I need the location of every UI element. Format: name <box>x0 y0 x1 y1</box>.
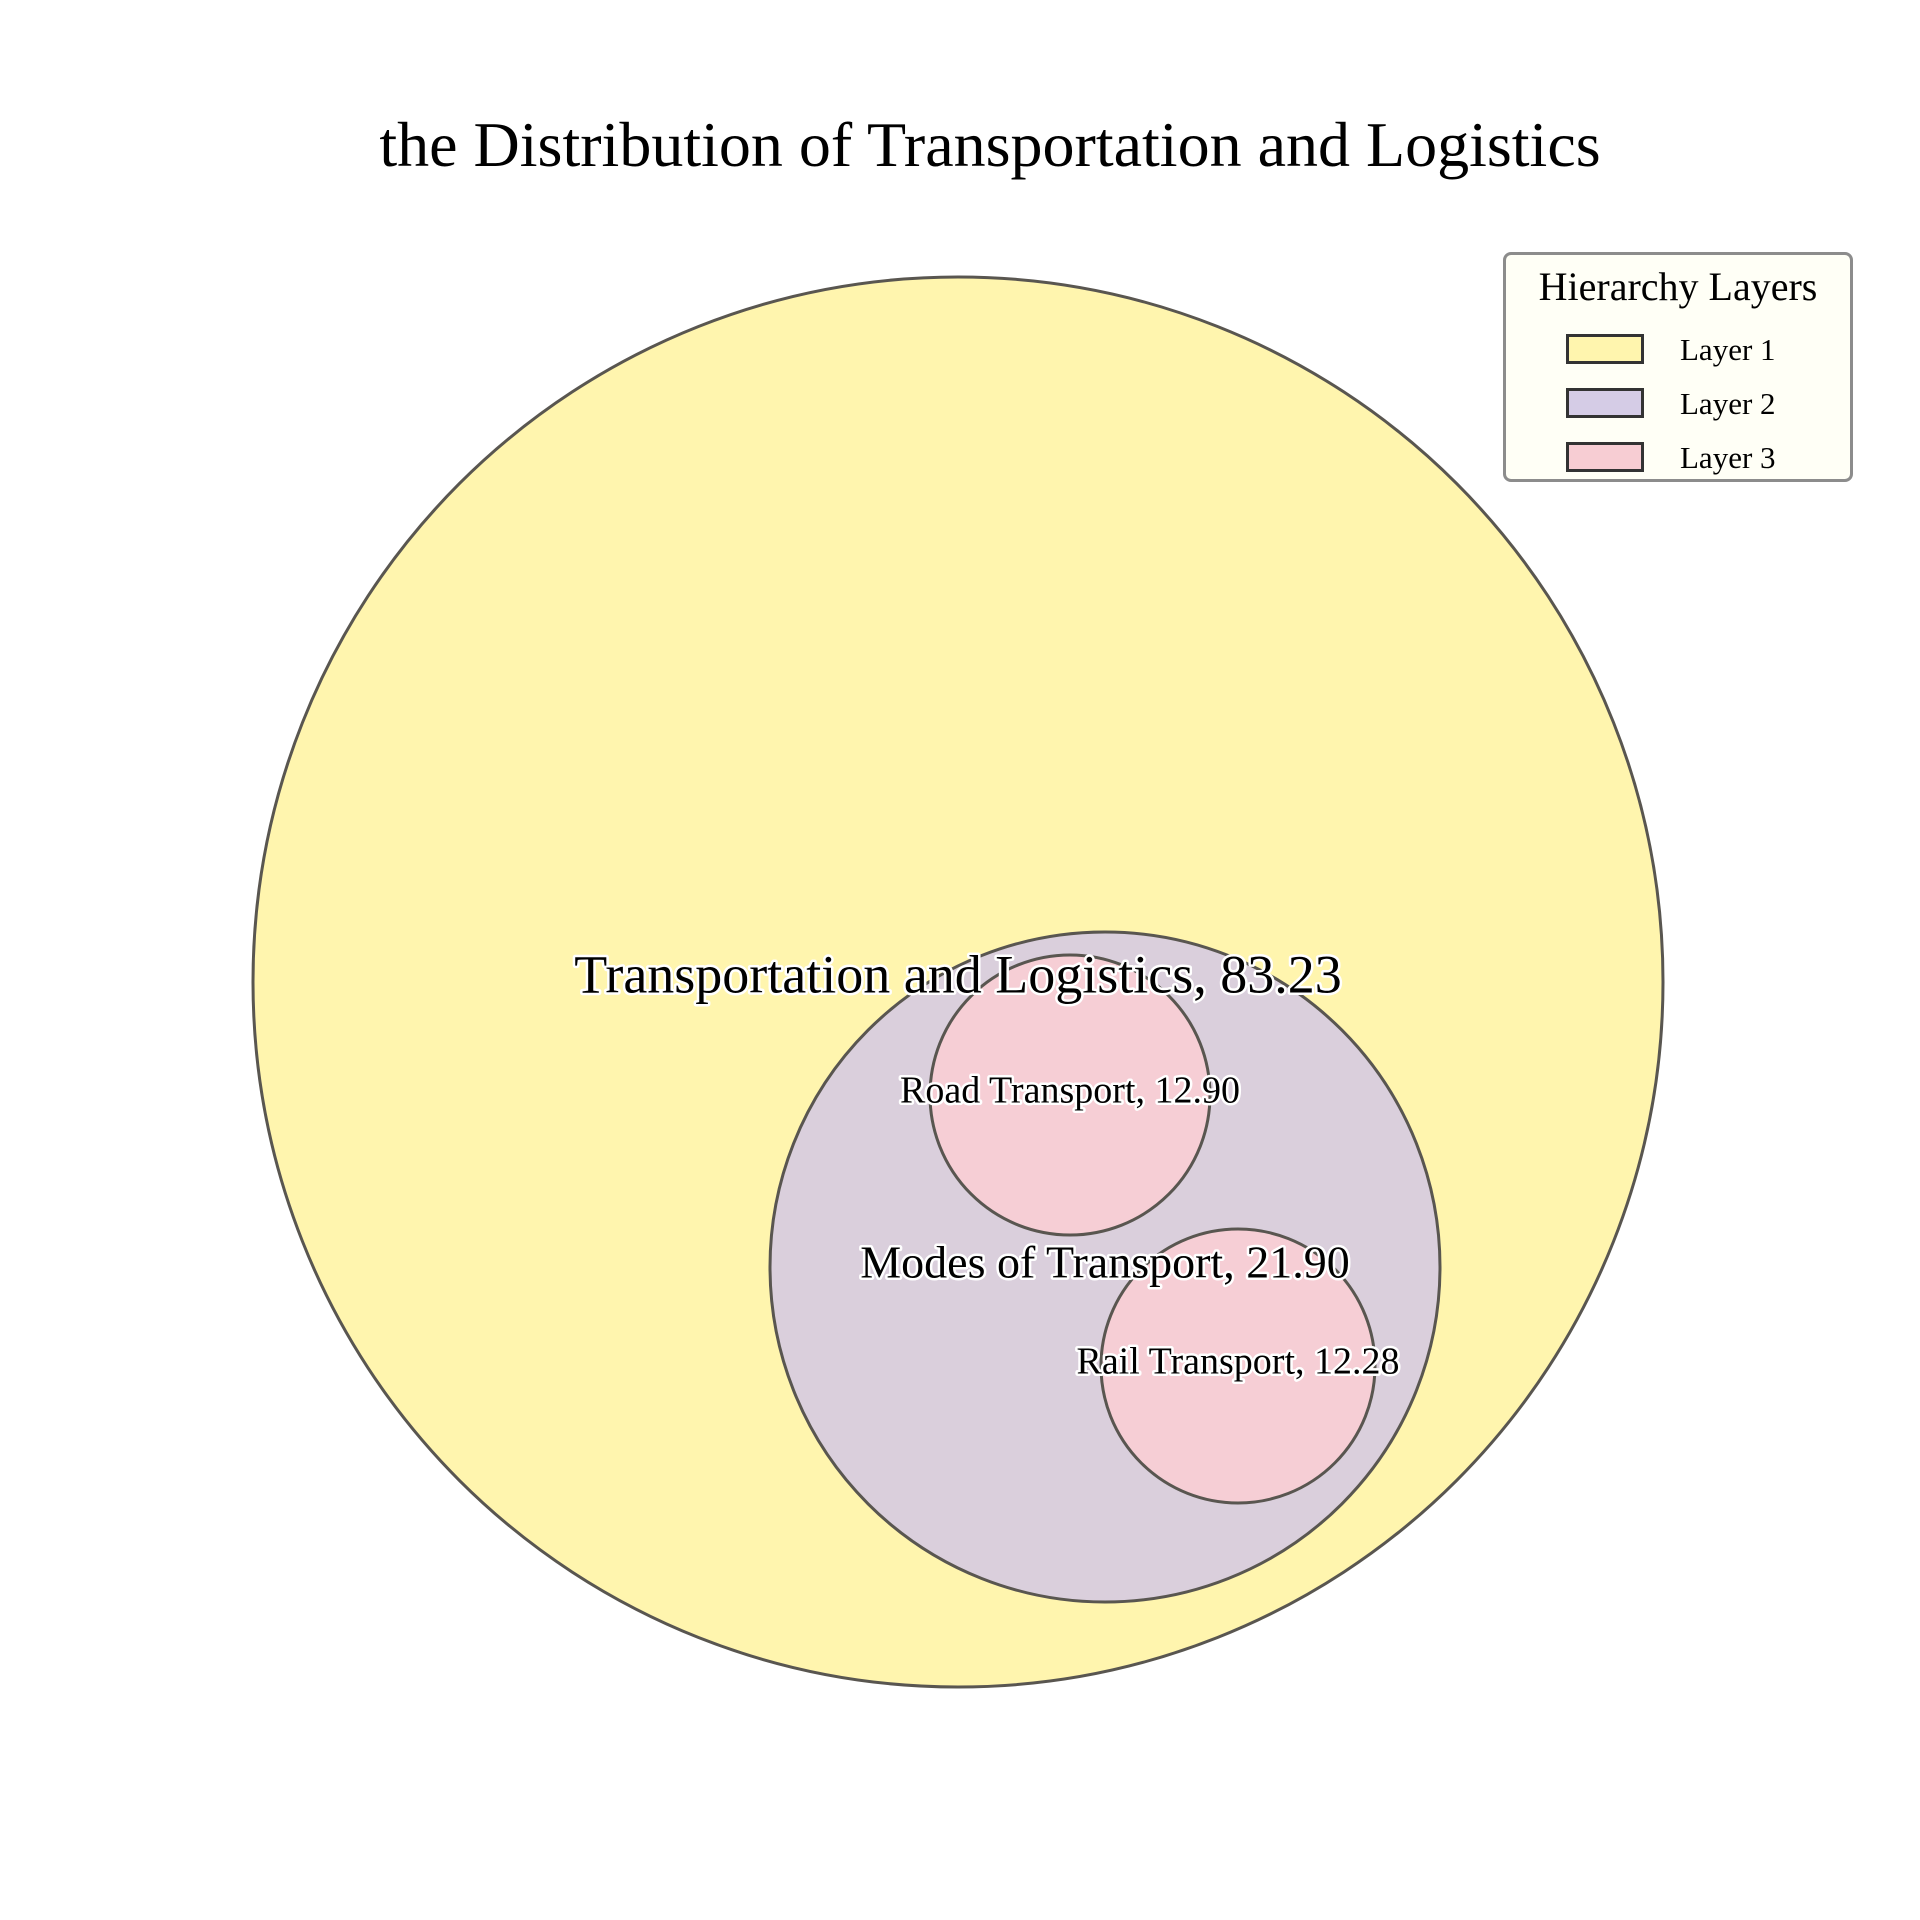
circle-road-transport <box>928 953 1212 1237</box>
legend-label-layer-1: Layer 1 <box>1680 332 1776 367</box>
legend-item-layer-1: Layer 1 <box>1566 330 1846 370</box>
legend-label-layer-3: Layer 3 <box>1680 440 1776 475</box>
legend-title: Hierarchy Layers <box>1538 264 1818 309</box>
label-rail-transport: Rail Transport, 12.28 <box>1076 1341 1399 1383</box>
legend: Hierarchy Layers Layer 1 Layer 2 Layer 3 <box>1503 252 1853 482</box>
label-modes-of-transport: Modes of Transport, 21.90 <box>860 1237 1349 1288</box>
label-transportation-and-logistics: Transportation and Logistics, 83.23 <box>574 944 1341 1004</box>
legend-swatch-layer-1 <box>1566 334 1644 364</box>
circle-rail-transport <box>1099 1227 1377 1505</box>
legend-swatch-layer-2 <box>1566 388 1644 418</box>
legend-label-layer-2: Layer 2 <box>1680 386 1776 421</box>
chart-title: the Distribution of Transportation and L… <box>379 109 1601 180</box>
label-road-transport: Road Transport, 12.90 <box>900 1070 1240 1112</box>
legend-swatch-layer-3 <box>1566 442 1644 472</box>
legend-item-layer-3: Layer 3 <box>1566 438 1846 478</box>
legend-item-layer-2: Layer 2 <box>1566 384 1846 424</box>
